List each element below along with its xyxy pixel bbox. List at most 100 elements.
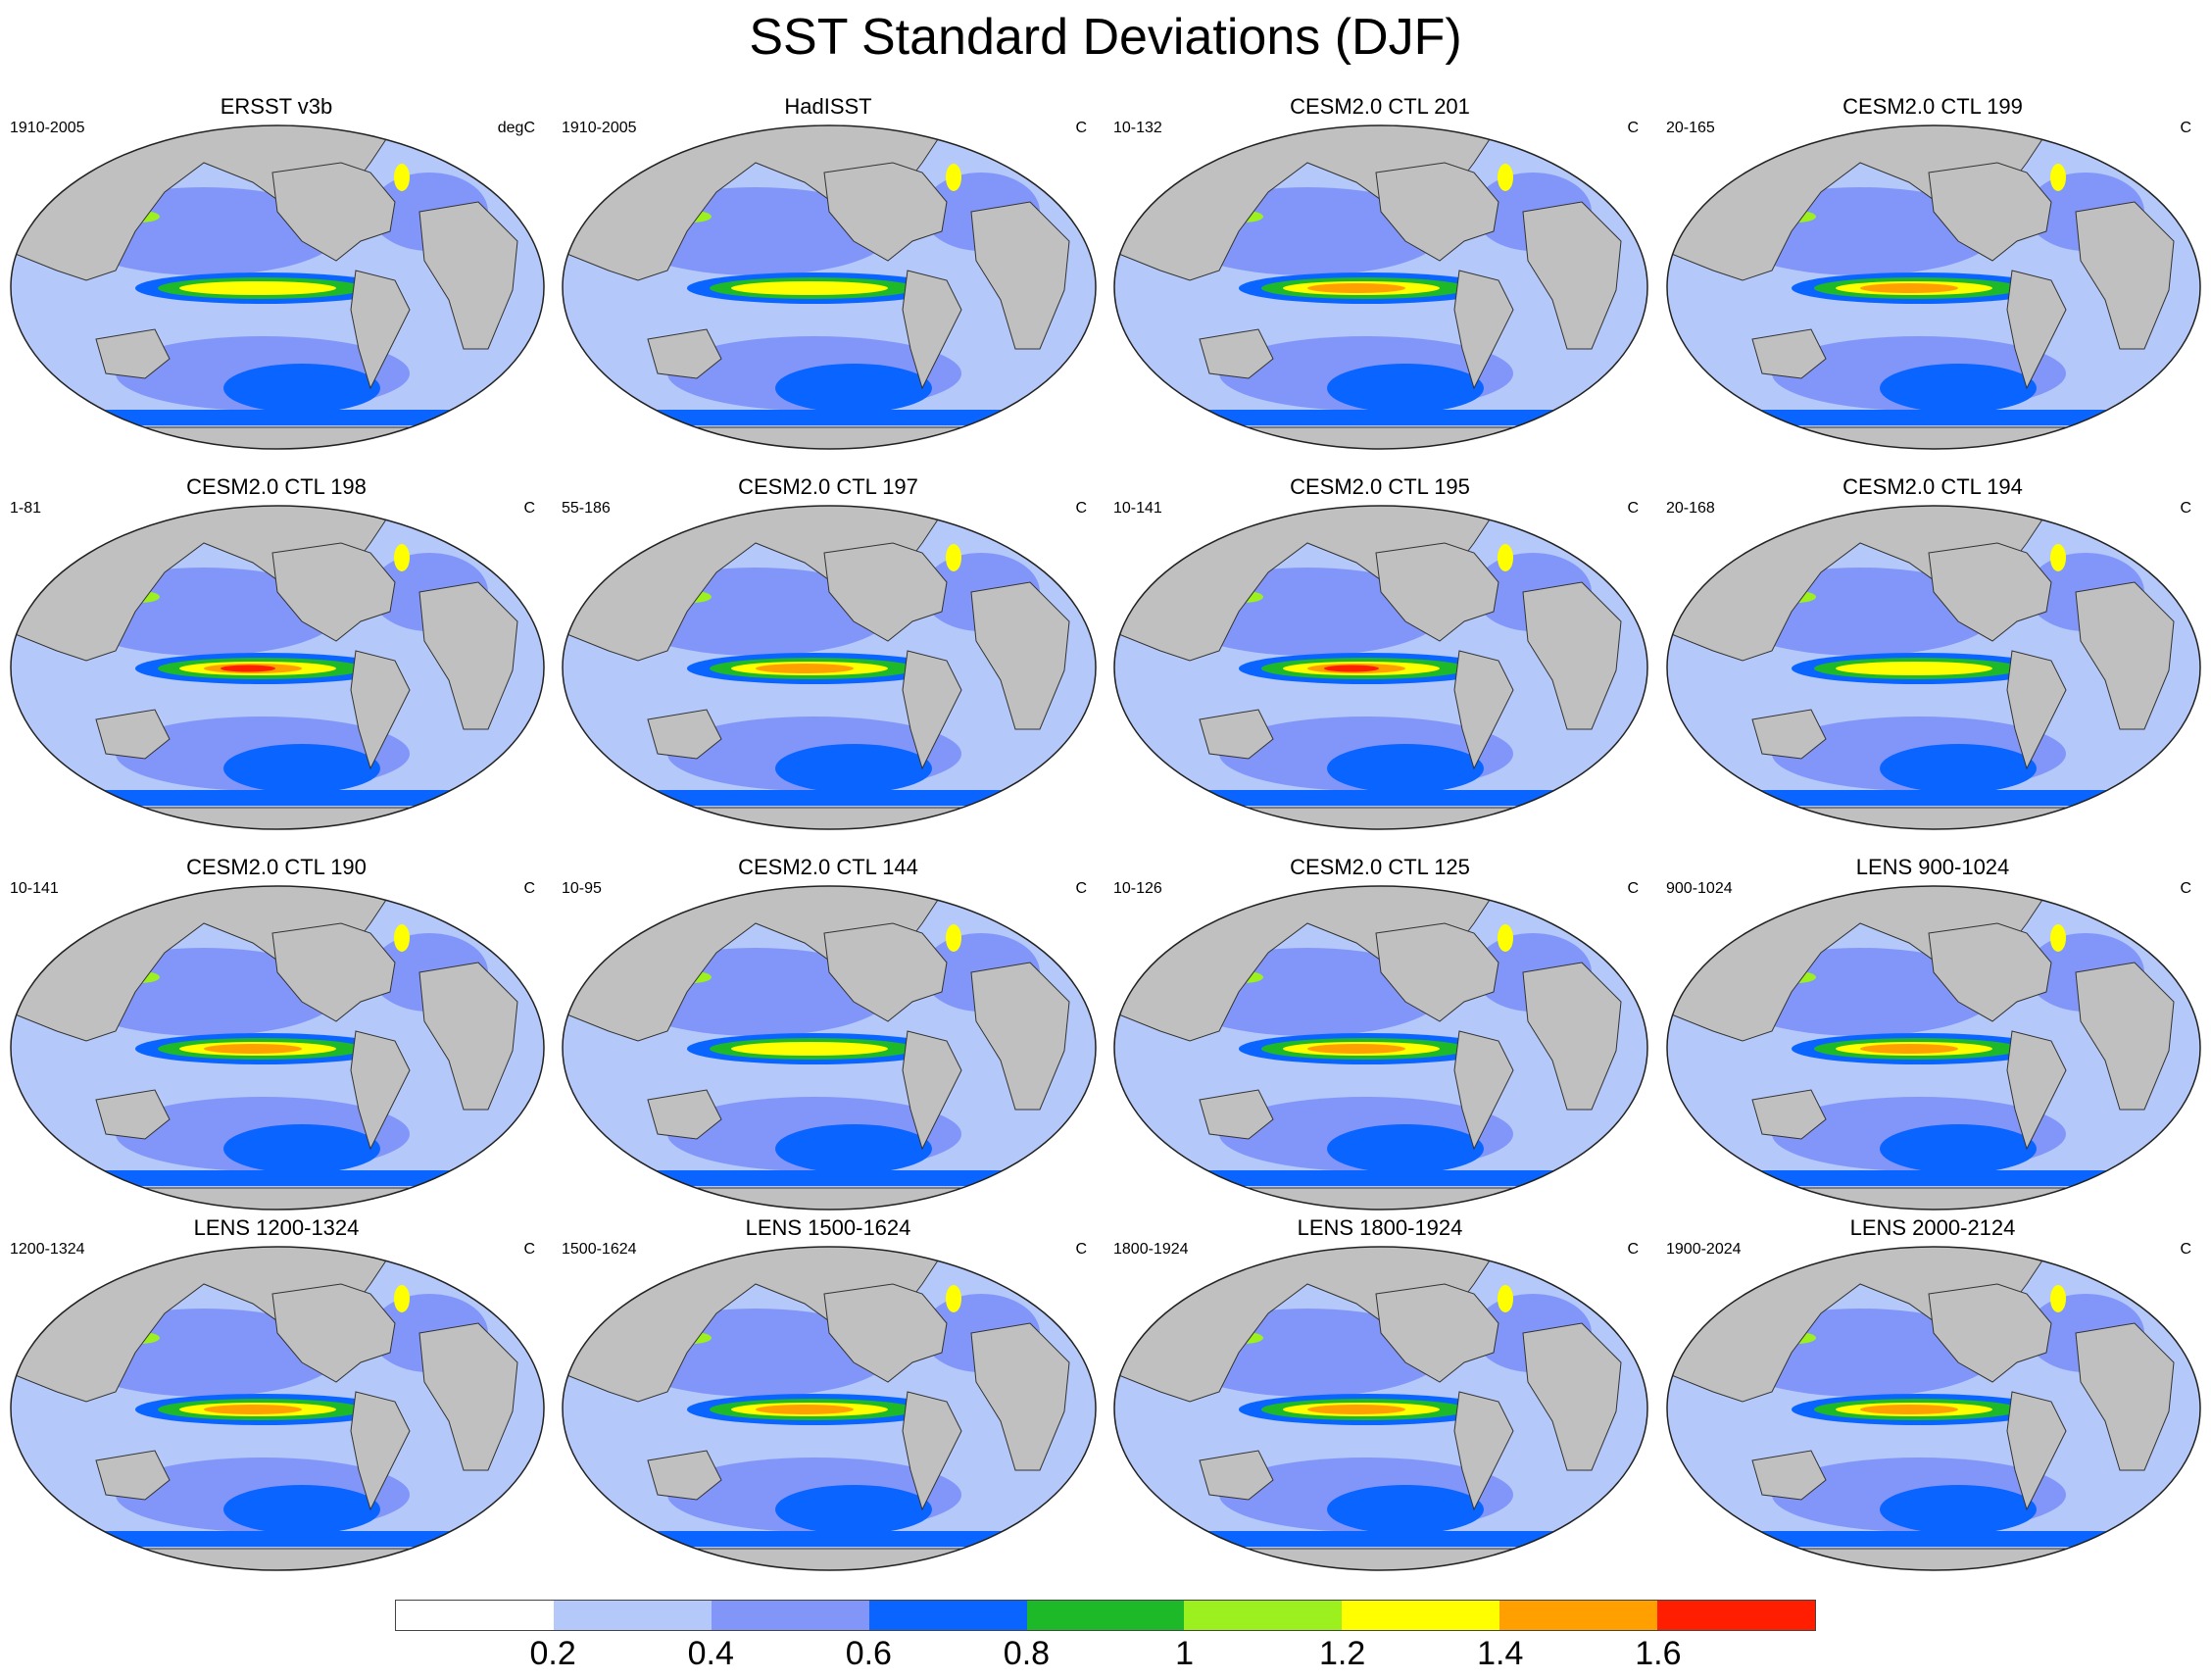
landmass-africa [1522,1322,1622,1471]
panel-units: degC [497,120,535,136]
colorbar-swatch [1342,1601,1500,1630]
landmass-africa [970,201,1070,350]
map-panel: CESM2.0 CTL 198 1-81 C [0,470,553,853]
panel-period: 1910-2005 [562,120,637,136]
landmass-south-america [350,270,411,390]
panel-period: 1910-2005 [10,120,85,136]
landmass-antarctica [11,1187,544,1210]
gulf-stream-hotspot [946,1285,961,1312]
map-panel: LENS 1800-1924 1800-1924 C [1104,1211,1656,1594]
colorbar-swatch [868,1601,1027,1630]
circumpolar-band [599,1170,1069,1186]
landmass-south-america [1453,1391,1514,1511]
enso-band-level4 [756,1405,854,1414]
map-panel: CESM2.0 CTL 194 20-168 C [1656,470,2209,853]
circumpolar-band [47,410,517,425]
map-panel: CESM2.0 CTL 144 10-95 C [552,851,1105,1233]
panel-period: 10-132 [1113,120,1162,136]
gulf-stream-hotspot [2050,544,2066,571]
colorbar-swatch [1499,1601,1658,1630]
landmass-south-america [902,1391,962,1511]
panel-units: C [1075,120,1087,136]
landmass-south-america [350,1030,411,1151]
panel-grid: ERSST v3b 1910-2005 degC HadISST 1910-2005 C C… [0,90,2209,1571]
landmass-north-america [1375,162,1499,262]
colorbar-tick-label: 0.8 [1003,1635,1051,1672]
circumpolar-band [1151,1531,1621,1547]
circumpolar-band [599,790,1069,806]
landmass-australia [1751,709,1827,760]
gulf-stream-hotspot [394,164,410,191]
world-map [1666,885,2201,1211]
landmass-north-america [823,542,948,642]
panel-period: 20-165 [1666,120,1715,136]
southern-ocean-patch [1880,744,2037,793]
colorbar-swatch [711,1601,869,1630]
world-map [1666,505,2201,830]
gulf-stream-hotspot [1498,1285,1513,1312]
landmass-north-america [823,162,948,262]
map-panel: CESM2.0 CTL 195 10-141 C [1104,470,1656,853]
world-map [1113,124,1648,450]
southern-ocean-patch [1327,744,1484,793]
panel-units: C [1627,120,1639,136]
landmass-africa [970,962,1070,1111]
colorbar-tick-label: 1 [1175,1635,1195,1672]
landmass-australia [647,1089,722,1140]
map-outline [1113,124,1648,450]
world-map [10,1246,545,1571]
landmass-africa [2075,1322,2175,1471]
map-panel: HadISST 1910-2005 C [552,90,1105,472]
colorbar-swatch [1026,1601,1185,1630]
landmass-south-america [1453,650,1514,770]
panel-title: CESM2.0 CTL 125 [1290,855,1470,879]
landmass-north-america [271,162,396,262]
southern-ocean-patch [775,744,932,793]
map-panel: CESM2.0 CTL 190 10-141 C [0,851,553,1233]
landmass-north-america [1928,922,2052,1022]
southern-ocean-patch [223,744,380,793]
panel-units: C [1075,1241,1087,1258]
figure-title: SST Standard Deviations (DJF) [749,9,1462,66]
circumpolar-band [599,410,1069,425]
gulf-stream-hotspot [394,544,410,571]
landmass-south-america [350,1391,411,1511]
world-map [1666,124,2201,450]
panel-period: 900-1024 [1666,880,1733,897]
map-panel: CESM2.0 CTL 199 20-165 C [1656,90,2209,472]
map-panel: CESM2.0 CTL 197 55-186 C [552,470,1105,853]
gulf-stream-hotspot [2050,924,2066,952]
panel-title: CESM2.0 CTL 198 [186,474,367,499]
enso-band-level4 [204,1044,302,1054]
enso-band-level3 [731,281,888,295]
colorbar-swatch [553,1601,712,1630]
landmass-north-america [1375,1283,1499,1383]
map-outline [1666,505,2201,830]
landmass-south-america [2006,1030,2067,1151]
gulf-stream-hotspot [2050,164,2066,191]
gulf-stream-hotspot [1498,544,1513,571]
map-field [1667,1247,2200,1570]
panel-units: C [2180,880,2191,897]
southern-ocean-patch [223,1124,380,1173]
landmass-north-america [271,922,396,1022]
map-panel: CESM2.0 CTL 201 10-132 C [1104,90,1656,472]
landmass-antarctica [1667,1548,2200,1570]
panel-title: LENS 1200-1324 [193,1215,360,1240]
enso-band-level4 [1307,1044,1405,1054]
gulf-stream-hotspot [946,164,961,191]
landmass-antarctica [563,1187,1096,1210]
colorbar-swatch [1184,1601,1343,1630]
map-outline [10,124,545,450]
enso-band-level4 [1307,1405,1405,1414]
southern-ocean-patch [1327,1485,1484,1534]
southern-ocean-patch [223,1485,380,1534]
landmass-africa [2075,201,2175,350]
world-map [562,885,1097,1211]
enso-band-level3 [1836,662,1992,675]
world-map [10,124,545,450]
panel-title: CESM2.0 CTL 201 [1290,94,1470,119]
enso-band-level4 [1307,283,1405,293]
landmass-north-america [823,1283,948,1383]
circumpolar-band [1703,790,2174,806]
